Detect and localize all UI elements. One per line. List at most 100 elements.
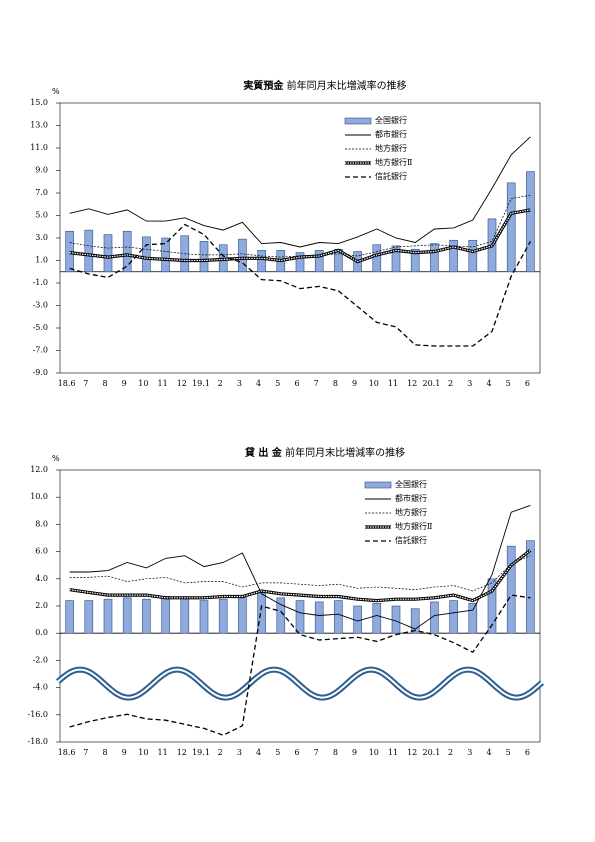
y-tick-label: 4.0 — [35, 574, 48, 583]
x-tick-label: 5 — [275, 379, 280, 388]
x-tick-label: 4 — [486, 379, 491, 388]
x-tick-label: 7 — [314, 379, 319, 388]
bar — [372, 602, 382, 634]
bar — [257, 592, 266, 634]
plot-area — [59, 102, 541, 374]
x-tick-label: 7 — [314, 748, 319, 757]
y-tick-label: 9.0 — [35, 166, 48, 175]
bar — [199, 600, 209, 634]
bar — [487, 578, 497, 634]
bar — [391, 605, 401, 634]
y-tick-label: 8.0 — [35, 519, 48, 528]
x-tick-label: 10 — [138, 379, 148, 388]
chart-title: 貸 出 金 前年同月末比増減率の推移 — [244, 446, 405, 459]
bar — [218, 598, 228, 634]
legend-swatch — [344, 117, 372, 125]
legend-label: 都市銀行 — [395, 493, 427, 503]
legend-label: 地方銀行Ⅱ — [375, 157, 412, 167]
bar — [430, 243, 439, 273]
y-tick-label: -5.0 — [33, 323, 48, 332]
line — [69, 136, 531, 248]
x-tick-label: 6 — [525, 748, 530, 757]
legend-label: 地方銀行 — [395, 507, 427, 517]
line — [69, 548, 532, 603]
x-tick-label: 2 — [218, 379, 223, 388]
bar — [122, 230, 132, 273]
y-tick-label: 2.0 — [35, 601, 48, 610]
y-tick-label: 5.0 — [35, 211, 48, 220]
x-tick-label: 9 — [122, 379, 127, 388]
bar — [506, 182, 516, 273]
bar — [142, 236, 151, 273]
x-tick-label: 2 — [448, 748, 453, 757]
bar — [199, 241, 209, 273]
x-tick-label: 11 — [158, 748, 168, 757]
x-tick-label: 19.1 — [192, 748, 210, 757]
bar — [410, 608, 420, 634]
legend-label: 信託銀行 — [395, 535, 427, 545]
x-tick-label: 7 — [83, 379, 88, 388]
x-tick-label: 10 — [369, 379, 379, 388]
x-tick-label: 7 — [83, 748, 88, 757]
x-tick-label: 2 — [218, 748, 223, 757]
y-tick-label: -18.0 — [27, 737, 48, 746]
x-tick-label: 3 — [467, 379, 472, 388]
x-tick-label: 4 — [486, 748, 491, 757]
bar — [161, 237, 170, 273]
bar — [468, 239, 478, 273]
bar — [84, 600, 94, 634]
x-tick-label: 8 — [102, 379, 107, 388]
bar — [506, 545, 516, 634]
title-sub: 前年同月末比増減率の推移 — [285, 446, 405, 459]
x-tick-label: 4 — [256, 748, 261, 757]
bar — [84, 229, 94, 273]
y-tick-label: 0.0 — [35, 628, 48, 637]
y-tick-label: 7.0 — [35, 188, 48, 197]
bar — [238, 597, 247, 634]
x-tick-label: 11 — [388, 379, 398, 388]
x-tick-label: 5 — [275, 748, 280, 757]
x-tick-label: 20.1 — [422, 748, 440, 757]
x-tick-label: 12 — [177, 748, 187, 757]
legend-label: 都市銀行 — [375, 129, 407, 139]
bar — [372, 244, 382, 273]
legend-label: 地方銀行 — [375, 143, 407, 153]
bar — [314, 601, 324, 634]
x-tick-label: 9 — [352, 748, 357, 757]
x-tick-label: 20.1 — [422, 379, 440, 388]
y-tick-label: -2.0 — [33, 655, 48, 664]
bar — [391, 245, 401, 273]
bar — [526, 540, 535, 634]
x-tick-label: 9 — [352, 379, 357, 388]
bar — [257, 250, 266, 273]
bar — [449, 239, 458, 273]
x-tick-label: 11 — [158, 379, 168, 388]
chart-title: 実質預金 前年同月末比増減率の推移 — [243, 79, 406, 92]
axis-break-core — [57, 668, 543, 699]
x-tick-label: 5 — [506, 748, 511, 757]
x-tick-label: 2 — [448, 379, 453, 388]
x-tick-label: 10 — [369, 748, 379, 757]
x-tick-label: 8 — [102, 748, 107, 757]
bar — [314, 250, 324, 273]
bar — [276, 597, 286, 634]
legend-label: 全国銀行 — [395, 479, 427, 489]
title-sub: 前年同月末比増減率の推移 — [287, 79, 407, 92]
x-tick-label: 10 — [138, 748, 148, 757]
x-tick-label: 5 — [506, 379, 511, 388]
line-hatch — [69, 549, 531, 602]
line-hatch — [69, 209, 531, 263]
y-tick-label: -4.0 — [33, 683, 48, 692]
title-main: 貸 出 金 — [244, 446, 283, 459]
x-tick-label: 3 — [237, 379, 242, 388]
legend-swatch — [364, 481, 392, 489]
x-tick-label: 4 — [256, 379, 261, 388]
bar — [449, 600, 458, 634]
legend-label: 信託銀行 — [375, 171, 407, 181]
bar — [180, 597, 190, 634]
line — [69, 504, 531, 630]
x-tick-label: 19.1 — [192, 379, 210, 388]
bar — [526, 171, 535, 273]
x-tick-label: 6 — [294, 379, 299, 388]
